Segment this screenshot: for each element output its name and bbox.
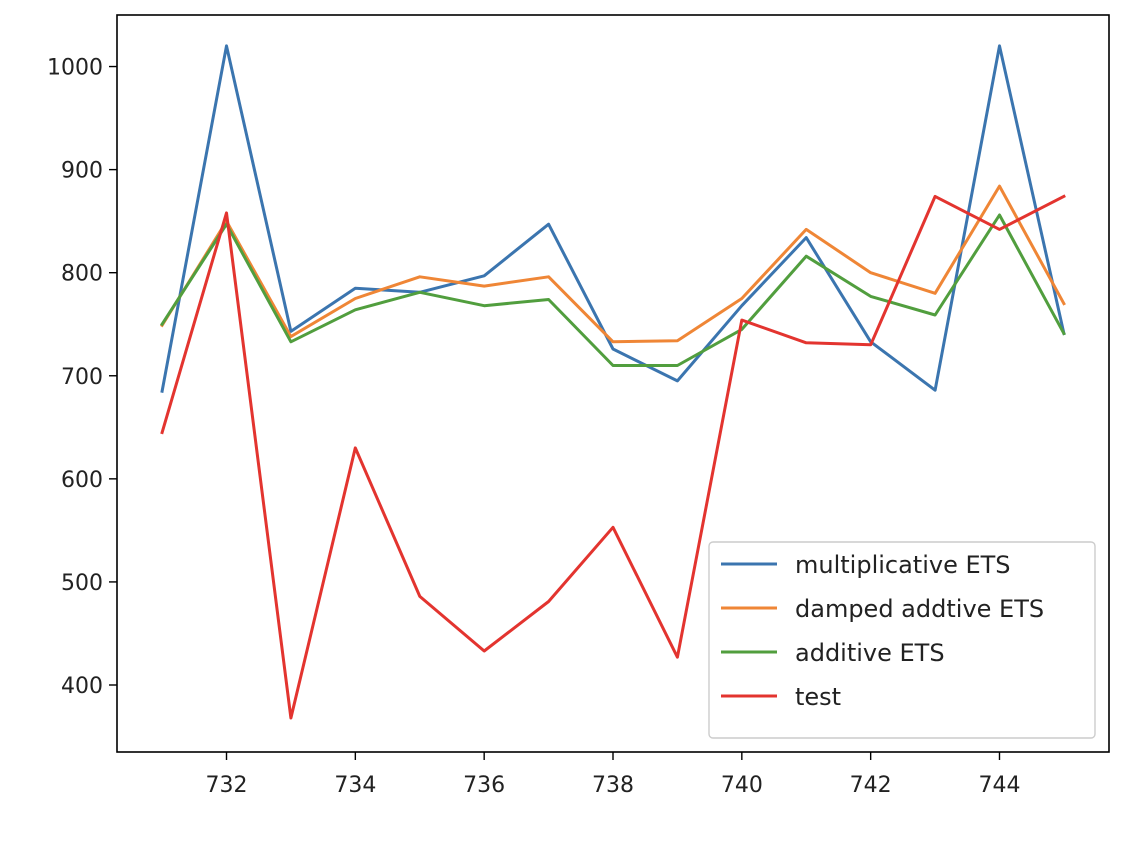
x-tick-label: 740 xyxy=(721,773,763,798)
x-tick-label: 738 xyxy=(592,773,634,798)
legend-label: test xyxy=(795,683,841,711)
y-tick-label: 500 xyxy=(61,571,103,596)
y-axis: 400 500 600 700 800 900 1000 xyxy=(47,56,117,699)
y-tick-label: 600 xyxy=(61,468,103,493)
x-axis: 732 734 736 738 740 742 744 xyxy=(206,752,1020,798)
y-tick-label: 1000 xyxy=(47,56,103,81)
x-tick-label: 742 xyxy=(850,773,892,798)
legend-label: multiplicative ETS xyxy=(795,551,1011,579)
y-tick-label: 900 xyxy=(61,159,103,184)
y-tick-label: 700 xyxy=(61,365,103,390)
series-line-additive-ets xyxy=(160,213,1066,367)
legend-label: additive ETS xyxy=(795,639,945,667)
y-tick-label: 400 xyxy=(61,674,103,699)
x-tick-label: 744 xyxy=(978,773,1020,798)
series-line-test xyxy=(160,194,1066,720)
legend-label: damped addtive ETS xyxy=(795,595,1044,623)
legend: multiplicative ETS damped addtive ETS addi… xyxy=(708,541,1096,739)
plot-area-frame xyxy=(116,14,1110,753)
legend-box xyxy=(708,541,1096,739)
series-line-multiplicative-ets xyxy=(160,44,1066,393)
x-tick-label: 736 xyxy=(463,773,505,798)
series-line-damped-addtive-ets xyxy=(160,184,1066,344)
y-tick-label: 800 xyxy=(61,262,103,287)
x-tick-label: 732 xyxy=(206,773,248,798)
series-lines xyxy=(160,44,1066,720)
x-tick-label: 734 xyxy=(334,773,376,798)
